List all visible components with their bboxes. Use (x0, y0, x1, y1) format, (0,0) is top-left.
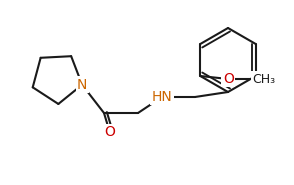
Text: O: O (105, 125, 116, 139)
Text: HN: HN (152, 90, 172, 104)
Text: O: O (223, 72, 234, 86)
Text: N: N (77, 78, 87, 92)
Text: CH₃: CH₃ (252, 73, 275, 85)
